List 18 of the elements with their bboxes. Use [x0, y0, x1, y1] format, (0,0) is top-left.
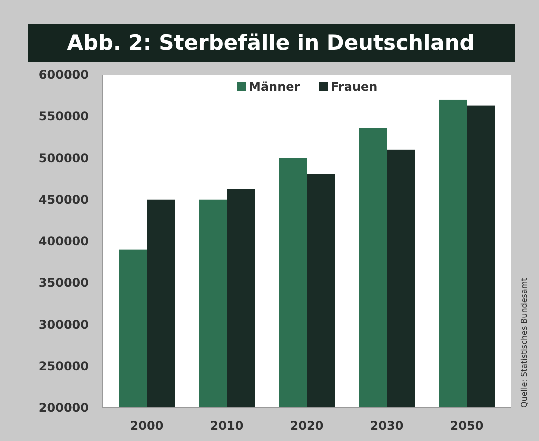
y-tick-label: 350000 — [38, 276, 89, 290]
chart-title: Abb. 2: Sterbefälle in Deutschland — [67, 31, 475, 55]
y-tick-label: 500000 — [38, 151, 89, 166]
legend-label: Männer — [249, 80, 300, 94]
source-note: Quelle: Statistisches Bundesamt — [520, 278, 529, 408]
y-tick-label: 300000 — [38, 318, 89, 332]
legend-label: Frauen — [331, 80, 378, 94]
x-tick-label: 2000 — [130, 419, 164, 433]
x-tick-label: 2020 — [290, 419, 324, 433]
x-tick-label: 2030 — [370, 419, 404, 433]
y-tick-label: 250000 — [38, 359, 89, 374]
y-tick-label: 550000 — [38, 110, 89, 124]
x-tick-label: 2050 — [450, 419, 484, 433]
y-tick-label: 400000 — [38, 234, 89, 248]
y-tick-label: 600000 — [38, 68, 89, 82]
y-tick-label: 200000 — [38, 401, 89, 415]
y-tick-label: 450000 — [38, 192, 89, 207]
x-tick-label: 2010 — [210, 419, 244, 433]
